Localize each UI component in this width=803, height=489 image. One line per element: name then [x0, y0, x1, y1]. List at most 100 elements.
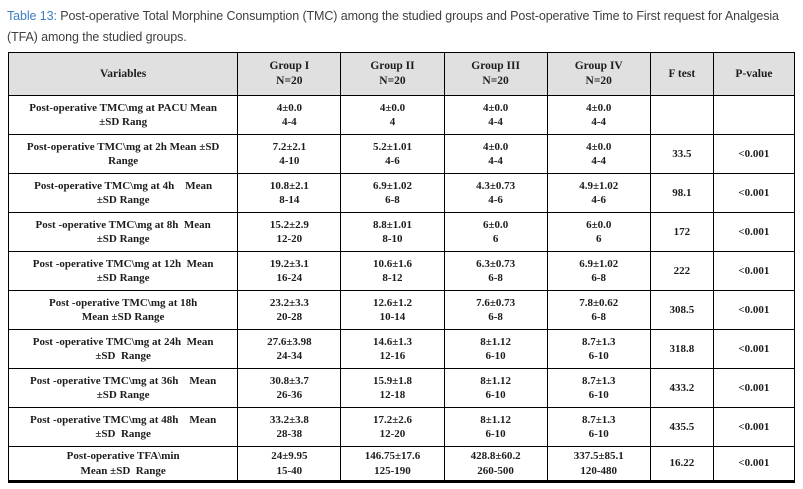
- cell-line: Post-operative TMC\mg at PACU Mean: [29, 101, 218, 114]
- cell-line: ±SD Rang: [99, 116, 148, 128]
- cell-line: 24±9.95: [271, 450, 308, 462]
- cell-line: <0.001: [738, 457, 770, 470]
- table-row: Post-operative TMC\mg at 2h Mean ±SD Rang…: [7, 134, 796, 174]
- header-row: Variables Group I N=20 Group II N=20 Group II…: [7, 52, 796, 96]
- cell-line: 33.2±3.8: [269, 413, 309, 426]
- cell-line: <0.001: [738, 147, 770, 160]
- cell-line: Post-operative TMC\mg at 4h Mean: [34, 179, 213, 192]
- group-1-value-cell: 19.2±3.1 16-24: [237, 251, 342, 291]
- cell-line: 6: [492, 233, 499, 245]
- cell-line: 337.5±85.1: [573, 450, 624, 462]
- cell-line: 6.9±1.02: [372, 179, 412, 192]
- group-3-value-cell: 7.6±0.73 6-8: [443, 290, 548, 330]
- table-row: Post-operative TMC\mg at 4h Mean ±SD Rang…: [7, 173, 796, 213]
- group-3-value-cell: 428.8±60.2 260-500: [443, 446, 548, 482]
- cell-line: 8±1.12: [480, 335, 511, 348]
- cell-line: 17.2±2.6: [372, 413, 412, 426]
- p-value-cell: [712, 95, 796, 135]
- cell-line: 33.5: [672, 147, 692, 160]
- cell-line: 98.1: [672, 186, 692, 199]
- cell-line: 6-10: [588, 389, 609, 401]
- cell-line: <0.001: [738, 303, 770, 316]
- cell-line: 16-24: [276, 272, 303, 284]
- cell-line: 6-10: [485, 428, 506, 440]
- cell-line: Mean ±SD Range: [80, 464, 166, 477]
- variable-cell: Post -operative TMC\mg at 12h Mean ±SD Ra…: [7, 251, 239, 291]
- cell-line: 4-4: [591, 155, 607, 167]
- cell-line: 7.6±0.73: [476, 296, 516, 309]
- p-value-cell: <0.001: [712, 134, 796, 174]
- cell-line: Range: [108, 155, 139, 167]
- cell-line: 4-4: [488, 155, 503, 167]
- column-header-p-value: P-value: [712, 52, 796, 96]
- p-value-cell: <0.001: [712, 329, 796, 369]
- table-header: Variables Group I N=20 Group II N=20 Group II…: [7, 52, 796, 96]
- group-4-value-cell: 8.7±1.3 6-10: [546, 329, 651, 369]
- cell-line: 4-10: [279, 155, 300, 167]
- cell-line: 8-12: [382, 272, 403, 284]
- cell-line: 28-38: [276, 428, 303, 440]
- cell-line: 4-4: [591, 116, 607, 128]
- cell-line: <0.001: [738, 264, 770, 277]
- results-table: Variables Group I N=20 Group II N=20 Group II…: [7, 52, 796, 483]
- group-2-value-cell: 12.6±1.2 10-14: [340, 290, 445, 330]
- cell-line: N=20: [379, 75, 406, 87]
- variable-cell: Post -operative TMC\mg at 18h Mean ±SD Ra…: [7, 290, 239, 330]
- cell-line: Post -operative TMC\mg at 36h Mean: [30, 374, 217, 387]
- group-1-value-cell: 4±0.0 4-4: [237, 95, 342, 135]
- cell-line: ±SD Range: [96, 389, 150, 401]
- cell-line: 6-10: [485, 389, 506, 401]
- table-row: Post-operative TMC\mg at PACU Mean ±SD Ra…: [7, 95, 796, 135]
- variable-cell: Post -operative TMC\mg at 48h Mean ±SD Ra…: [7, 407, 239, 447]
- cell-line: 20-28: [276, 311, 303, 323]
- cell-line: 222: [673, 264, 691, 277]
- cell-line: P-value: [735, 67, 773, 80]
- group-2-value-cell: 17.2±2.6 12-20: [340, 407, 445, 447]
- cell-line: 5.2±1.01: [372, 140, 412, 153]
- cell-line: 8-10: [382, 233, 403, 245]
- cell-line: 6-8: [385, 194, 400, 206]
- table-caption: Table 13: Post-operative Total Morphine …: [0, 0, 803, 52]
- cell-line: Post -operative TMC\mg at 48h Mean: [30, 413, 217, 426]
- p-value-cell: <0.001: [712, 290, 796, 330]
- cell-line: 260-500: [477, 464, 514, 477]
- group-2-value-cell: 14.6±1.3 12-16: [340, 329, 445, 369]
- group-2-value-cell: 6.9±1.02 6-8: [340, 173, 445, 213]
- cell-line: 15.9±1.8: [372, 374, 412, 387]
- p-value-cell: <0.001: [712, 173, 796, 213]
- group-4-value-cell: 4.9±1.02 4-6: [546, 173, 651, 213]
- group-4-value-cell: 8.7±1.3 6-10: [546, 368, 651, 408]
- group-2-value-cell: 15.9±1.8 12-18: [340, 368, 445, 408]
- cell-line: 4: [389, 116, 396, 128]
- cell-line: 19.2±3.1: [269, 257, 309, 270]
- cell-line: 8±1.12: [480, 374, 511, 387]
- cell-line: 10.8±2.1: [269, 179, 309, 192]
- cell-line: 4±0.0: [586, 140, 612, 153]
- cell-line: 4-6: [385, 155, 400, 167]
- cell-line: 4±0.0: [482, 101, 509, 114]
- cell-line: 6-8: [591, 272, 607, 284]
- column-header-group-iii: Group III N=20: [443, 52, 548, 96]
- group-3-value-cell: 4.3±0.73 4-6: [443, 173, 548, 213]
- cell-line: 24-34: [276, 350, 303, 362]
- cell-line: Group I: [269, 60, 310, 72]
- variable-cell: Post-operative TMC\mg at 2h Mean ±SD Rang…: [7, 134, 239, 174]
- cell-line: <0.001: [738, 186, 770, 199]
- column-header-group-ii: Group II N=20: [340, 52, 445, 96]
- cell-line: 6-10: [485, 350, 506, 362]
- cell-line: Post-operative TFA\min: [66, 450, 180, 462]
- cell-line: 12-20: [379, 428, 406, 440]
- group-3-value-cell: 6±0.0 6: [443, 212, 548, 252]
- f-test-cell: 33.5: [649, 134, 714, 174]
- table-row: Post -operative TMC\mg at 12h Mean ±SD Ra…: [7, 251, 796, 291]
- cell-line: 4-4: [488, 116, 503, 128]
- cell-line: 16.22: [669, 457, 695, 470]
- cell-line: 8.8±1.01: [372, 218, 412, 231]
- group-3-value-cell: 8±1.12 6-10: [443, 368, 548, 408]
- group-2-value-cell: 5.2±1.01 4-6: [340, 134, 445, 174]
- variable-cell: Post -operative TMC\mg at 36h Mean ±SD Ra…: [7, 368, 239, 408]
- group-1-value-cell: 15.2±2.9 12-20: [237, 212, 342, 252]
- cell-line: 125-190: [374, 464, 411, 477]
- cell-line: 8.7±1.3: [581, 413, 616, 426]
